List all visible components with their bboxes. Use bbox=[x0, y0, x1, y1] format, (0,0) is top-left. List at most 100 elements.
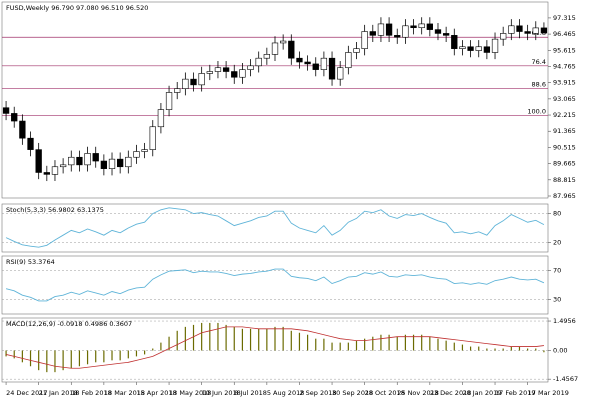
x-tick-label: 13 May 2018 bbox=[169, 389, 211, 397]
candle-body bbox=[206, 71, 213, 74]
candle-body bbox=[442, 33, 450, 36]
candle-body bbox=[385, 23, 393, 36]
candle-body bbox=[27, 137, 34, 150]
candle-body bbox=[165, 92, 173, 110]
candle-body bbox=[239, 69, 246, 78]
candle-body bbox=[51, 166, 59, 175]
x-tick-label: 20 Jan 2019 bbox=[462, 389, 501, 397]
candle-body bbox=[328, 57, 336, 80]
fib-label: 88.6 bbox=[532, 81, 546, 89]
candle-body bbox=[247, 65, 254, 70]
x-tick-label: 15 Apr 2018 bbox=[136, 389, 176, 397]
candle-body bbox=[11, 113, 18, 122]
y-tick-label: 90.515 bbox=[553, 143, 576, 151]
fib-label: 76.4 bbox=[532, 58, 546, 66]
candle-body bbox=[231, 71, 238, 78]
candle-body bbox=[394, 35, 401, 38]
candle-body bbox=[296, 57, 303, 63]
x-tick-label: 30 Sep 2018 bbox=[332, 389, 373, 397]
candle-body bbox=[263, 54, 271, 59]
candle-body bbox=[68, 156, 75, 166]
y-tick-label: 93.065 bbox=[553, 95, 576, 103]
candle-body bbox=[304, 61, 311, 65]
y-tick-label: 96.465 bbox=[553, 30, 576, 38]
candle-body bbox=[117, 158, 124, 168]
candle-body bbox=[361, 31, 368, 49]
candle-body bbox=[190, 78, 197, 86]
x-tick-label: 25 Nov 2018 bbox=[397, 389, 439, 397]
y-tick-label: 30 bbox=[553, 296, 561, 304]
candle-body bbox=[198, 73, 205, 86]
x-tick-label: 21 Jan 2018 bbox=[39, 389, 78, 397]
y-tick-label: -1.4567 bbox=[553, 375, 578, 383]
candle-body bbox=[434, 29, 442, 34]
candle-body bbox=[149, 126, 156, 150]
x-tick-label: 5 Aug 2018 bbox=[267, 389, 305, 397]
panel-frame bbox=[1, 255, 549, 315]
candle-body bbox=[35, 149, 42, 173]
x-tick-label: 24 Dec 2017 bbox=[6, 389, 48, 397]
candle-body bbox=[377, 23, 385, 36]
x-tick-label: 18 Mar 2018 bbox=[104, 389, 145, 397]
x-tick-label: 2 Sep 2018 bbox=[299, 389, 336, 397]
candle-body bbox=[43, 172, 50, 175]
y-tick-label: 94.765 bbox=[553, 62, 576, 70]
candle-body bbox=[467, 46, 474, 51]
candle-body bbox=[312, 63, 319, 70]
y-tick-label: 88.815 bbox=[553, 176, 576, 184]
panel-frame bbox=[1, 317, 549, 383]
candle-body bbox=[540, 27, 548, 34]
y-tick-label: 97.315 bbox=[553, 14, 576, 22]
candle-body bbox=[76, 156, 83, 166]
candle-body bbox=[320, 57, 328, 70]
y-tick-label: 91.365 bbox=[553, 127, 576, 135]
candle-body bbox=[491, 38, 499, 53]
candle-body bbox=[214, 67, 222, 72]
candle-body bbox=[402, 25, 409, 38]
candle-body bbox=[133, 151, 140, 158]
fib-label: 100.0 bbox=[527, 107, 546, 115]
y-tick-label: 87.965 bbox=[553, 192, 576, 200]
candle-body bbox=[532, 27, 539, 34]
y-tick-label: 93.915 bbox=[553, 79, 576, 87]
candle-body bbox=[508, 25, 515, 34]
candle-body bbox=[410, 25, 417, 29]
candle-body bbox=[222, 67, 230, 72]
y-tick-label: 0.00 bbox=[553, 346, 567, 354]
candle-body bbox=[516, 25, 523, 32]
x-tick-label: 17 Feb 2019 bbox=[495, 389, 535, 397]
x-tick-label: 18 Feb 2018 bbox=[71, 389, 111, 397]
candle-body bbox=[255, 57, 262, 67]
indicator-line bbox=[5, 207, 545, 248]
candle-body bbox=[353, 48, 360, 53]
candle-body bbox=[279, 40, 287, 44]
y-tick-label: 1.4956 bbox=[553, 317, 576, 325]
candle-body bbox=[84, 153, 91, 166]
signal-line bbox=[5, 326, 544, 369]
candle-body bbox=[108, 158, 116, 169]
y-tick-label: 95.615 bbox=[553, 46, 576, 54]
panel-frame bbox=[1, 1, 549, 199]
candle-body bbox=[59, 164, 67, 168]
candle-body bbox=[459, 46, 466, 49]
candle-body bbox=[418, 23, 425, 29]
panel-title: MACD(12,26,9) -0.0918 0.4986 0.3607 bbox=[6, 320, 132, 328]
candle-body bbox=[288, 40, 295, 59]
panel-title: RSI(9) 53.3764 bbox=[6, 258, 55, 266]
candle-body bbox=[369, 31, 376, 36]
candle-body bbox=[19, 120, 26, 139]
y-tick-label: 92.215 bbox=[553, 111, 576, 119]
x-tick-label: 28 Oct 2018 bbox=[365, 389, 405, 397]
candle-body bbox=[426, 23, 433, 30]
candle-body bbox=[141, 149, 148, 152]
candle-body bbox=[451, 35, 458, 49]
candle-body bbox=[345, 52, 352, 69]
candle-body bbox=[500, 33, 507, 40]
x-tick-label: 17 Mar 2019 bbox=[528, 389, 569, 397]
candle-body bbox=[2, 107, 10, 114]
candle-body bbox=[524, 31, 531, 34]
candle-body bbox=[100, 160, 108, 169]
x-tick-label: 23 Dec 2018 bbox=[430, 389, 472, 397]
y-tick-label: 89.665 bbox=[553, 160, 576, 168]
candle-body bbox=[174, 88, 181, 93]
